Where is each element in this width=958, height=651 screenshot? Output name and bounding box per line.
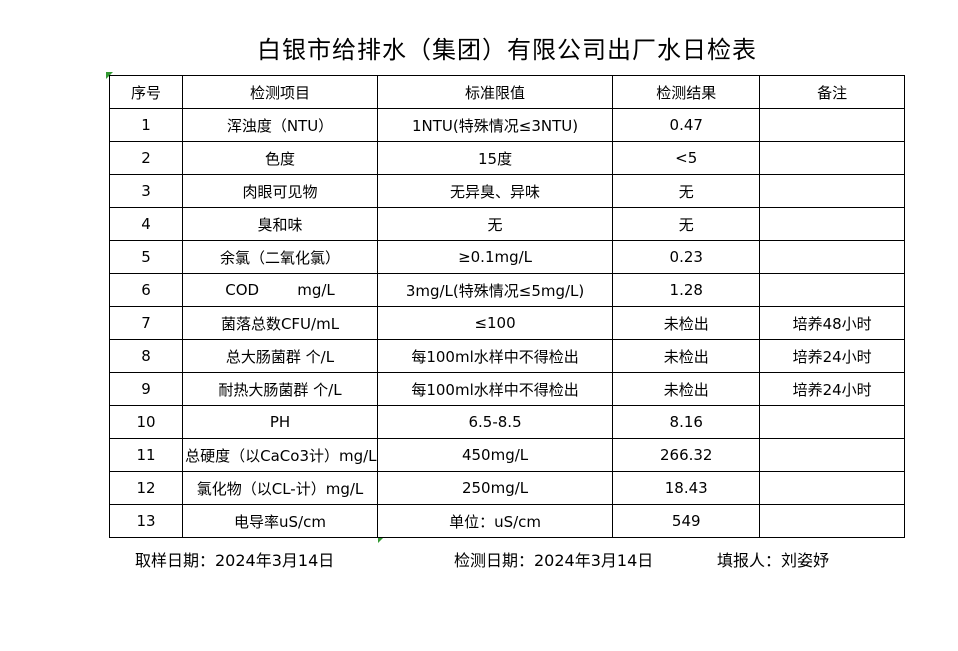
cell-no: 7	[108, 306, 184, 340]
table-row: 1 浑浊度（NTU） 1NTU(特殊情况≤3NTU) 0.47	[108, 108, 905, 142]
cell-no: 2	[108, 141, 184, 175]
cell-result: 未检出	[612, 306, 761, 340]
table-body: 1 浑浊度（NTU） 1NTU(特殊情况≤3NTU) 0.47 2 色度 15度 <5 3 肉眼可…	[108, 108, 905, 538]
table-row: 6 COD mg/L 3mg/L(特殊情况≤5mg/L) 1.28	[108, 273, 905, 307]
cell-remark	[759, 438, 905, 472]
cell-remark	[759, 471, 905, 505]
cell-limit: 15度	[376, 141, 614, 175]
cell-item: 氯化物（以CL-计）mg/L	[182, 471, 378, 505]
table-row: 5 余氯（二氧化氯） ≥0.1mg/L 0.23	[108, 240, 905, 274]
cell-remark	[759, 504, 905, 538]
cell-remark	[759, 141, 905, 175]
cell-result: 18.43	[612, 471, 761, 505]
table-row: 10 PH 6.5-8.5 8.16	[108, 405, 905, 439]
cell-remark	[759, 174, 905, 208]
cell-limit: 每100ml水样中不得检出	[376, 339, 614, 373]
cell-remark: 培养24小时	[759, 339, 905, 373]
table-row: 4 臭和味无无	[108, 207, 905, 241]
cell-item: 总硬度（以CaCo3计）mg/L	[182, 438, 378, 472]
table-row: 12 氯化物（以CL-计）mg/L 250mg/L 18.43	[108, 471, 905, 505]
table-row: 3 肉眼可见物 无异臭、异味无	[108, 174, 905, 208]
header-remark: 备注	[759, 75, 905, 109]
header-item: 检测项目	[182, 75, 378, 109]
table-row: 13 电导率uS/cm 单位：uS/cm 549	[108, 504, 905, 538]
cell-no: 9	[108, 372, 184, 406]
cell-no: 12	[108, 471, 184, 505]
cell-limit: 每100ml水样中不得检出	[376, 372, 614, 406]
cell-no: 10	[108, 405, 184, 439]
cell-item: 臭和味	[182, 207, 378, 241]
inspection-table: 序号 检测项目 标准限值 检测结果 备注 1 浑浊度（NTU） 1NTU(特殊情况≤…	[108, 75, 905, 538]
cell-result: 未检出	[612, 372, 761, 406]
cell-item: COD mg/L	[182, 273, 378, 307]
cell-result: 549	[612, 504, 761, 538]
cell-remark	[759, 240, 905, 274]
table-row: 7 菌落总数CFU/mL ≤100 未检出 培养48小时	[108, 306, 905, 340]
sampling-date-label: 取样日期：2024年3月14日	[135, 551, 335, 570]
cell-item: 浑浊度（NTU）	[182, 108, 378, 142]
cell-item: 电导率uS/cm	[182, 504, 378, 538]
cell-remark	[759, 108, 905, 142]
cell-result: 0.47	[612, 108, 761, 142]
cell-limit: 3mg/L(特殊情况≤5mg/L)	[376, 273, 614, 307]
cell-item: 余氯（二氧化氯）	[182, 240, 378, 274]
page-title: 白银市给排水（集团）有限公司出厂水日检表	[257, 36, 757, 64]
cell-result: 8.16	[612, 405, 761, 439]
cell-result: 未检出	[612, 339, 761, 373]
header-limit: 标准限值	[376, 75, 614, 109]
cell-remark	[759, 405, 905, 439]
cell-remark: 培养24小时	[759, 372, 905, 406]
excel-error-indicator-icon	[378, 537, 384, 543]
cell-result: 0.23	[612, 240, 761, 274]
cell-remark: 培养48小时	[759, 306, 905, 340]
cell-item: 菌落总数CFU/mL	[182, 306, 378, 340]
cell-limit: 单位：uS/cm	[376, 504, 614, 538]
cell-limit: ≥0.1mg/L	[376, 240, 614, 274]
cell-no: 5	[108, 240, 184, 274]
cell-no: 6	[108, 273, 184, 307]
cell-limit: 1NTU(特殊情况≤3NTU)	[376, 108, 614, 142]
cell-no: 4	[108, 207, 184, 241]
cell-limit: 6.5-8.5	[376, 405, 614, 439]
cell-no: 13	[108, 504, 184, 538]
cell-limit: 无异臭、异味	[376, 174, 614, 208]
cell-item: PH	[182, 405, 378, 439]
cell-no: 3	[108, 174, 184, 208]
cell-result: <5	[612, 141, 761, 175]
cell-item: 色度	[182, 141, 378, 175]
test-date-label: 检测日期：2024年3月14日	[454, 551, 654, 570]
cell-result: 无	[612, 207, 761, 241]
table-row: 2 色度 15度 <5	[108, 141, 905, 175]
table-row: 11 总硬度（以CaCo3计）mg/L 450mg/L 266.32	[108, 438, 905, 472]
reporter-label: 填报人：刘姿妤	[717, 551, 830, 570]
cell-no: 11	[108, 438, 184, 472]
cell-item: 耐热大肠菌群 个/L	[182, 372, 378, 406]
cell-result: 无	[612, 174, 761, 208]
cell-remark	[759, 207, 905, 241]
header-no: 序号	[108, 75, 184, 109]
table-header-row: 序号 检测项目 标准限值 检测结果 备注	[108, 75, 905, 109]
table-row: 9 耐热大肠菌群 个/L 每100ml水样中不得检出 未检出 培养24小时	[108, 372, 905, 406]
cell-limit: 250mg/L	[376, 471, 614, 505]
cell-result: 266.32	[612, 438, 761, 472]
cell-limit: ≤100	[376, 306, 614, 340]
table-row: 8 总大肠菌群 个/L 每100ml水样中不得检出 未检出 培养24小时	[108, 339, 905, 373]
cell-result: 1.28	[612, 273, 761, 307]
cell-limit: 450mg/L	[376, 438, 614, 472]
cell-no: 8	[108, 339, 184, 373]
cell-no: 1	[108, 108, 184, 142]
cell-item: 肉眼可见物	[182, 174, 378, 208]
cell-remark	[759, 273, 905, 307]
cell-limit: 无	[376, 207, 614, 241]
header-result: 检测结果	[612, 75, 761, 109]
cell-item: 总大肠菌群 个/L	[182, 339, 378, 373]
